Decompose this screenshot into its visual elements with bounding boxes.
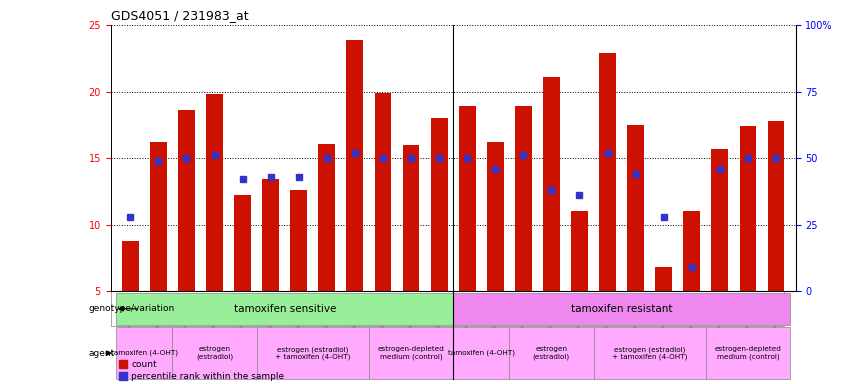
Bar	[683, 212, 700, 291]
Bar	[117, 293, 454, 324]
Bar	[454, 293, 790, 324]
Text: tamoxifen resistant: tamoxifen resistant	[571, 304, 672, 314]
Text: tamoxifen (4-OHT): tamoxifen (4-OHT)	[448, 350, 515, 356]
Bar	[318, 144, 335, 291]
Text: agent: agent	[89, 349, 114, 358]
Bar	[655, 267, 672, 291]
Text: tamoxifen sensitive: tamoxifen sensitive	[233, 304, 336, 314]
Text: tamoxifen (4-OHT): tamoxifen (4-OHT)	[111, 350, 178, 356]
Text: estrogen (estradiol)
+ tamoxifen (4-OHT): estrogen (estradiol) + tamoxifen (4-OHT)	[612, 346, 688, 360]
Bar	[571, 212, 588, 291]
Bar	[262, 179, 279, 291]
Bar	[290, 190, 307, 291]
Bar	[459, 106, 476, 291]
Bar	[117, 327, 173, 379]
Bar	[705, 327, 790, 379]
Bar	[346, 40, 363, 291]
Bar	[515, 106, 532, 291]
Bar	[768, 121, 785, 291]
Bar	[257, 327, 369, 379]
Bar	[403, 145, 420, 291]
Bar	[740, 126, 757, 291]
Bar	[206, 94, 223, 291]
Bar	[599, 53, 616, 291]
Text: estrogen-depleted
medium (control): estrogen-depleted medium (control)	[378, 346, 444, 360]
Text: estrogen-depleted
medium (control): estrogen-depleted medium (control)	[715, 346, 781, 360]
Bar	[487, 142, 504, 291]
Bar	[122, 241, 139, 291]
Bar	[711, 149, 728, 291]
Legend: count, percentile rank within the sample: count, percentile rank within the sample	[115, 357, 288, 384]
Bar	[627, 125, 644, 291]
Bar	[509, 327, 593, 379]
Bar	[173, 327, 257, 379]
Bar	[234, 195, 251, 291]
Bar	[593, 327, 705, 379]
Bar	[178, 110, 195, 291]
Bar	[150, 142, 167, 291]
Bar	[369, 327, 453, 379]
Text: estrogen
(estradiol): estrogen (estradiol)	[533, 346, 570, 360]
Bar	[374, 93, 391, 291]
Bar	[454, 327, 509, 379]
Text: estrogen (estradiol)
+ tamoxifen (4-OHT): estrogen (estradiol) + tamoxifen (4-OHT)	[275, 346, 351, 360]
Bar	[431, 118, 448, 291]
Bar	[543, 77, 560, 291]
Text: genotype/variation: genotype/variation	[89, 304, 174, 313]
Text: GDS4051 / 231983_at: GDS4051 / 231983_at	[111, 9, 248, 22]
Text: estrogen
(estradiol): estrogen (estradiol)	[196, 346, 233, 360]
